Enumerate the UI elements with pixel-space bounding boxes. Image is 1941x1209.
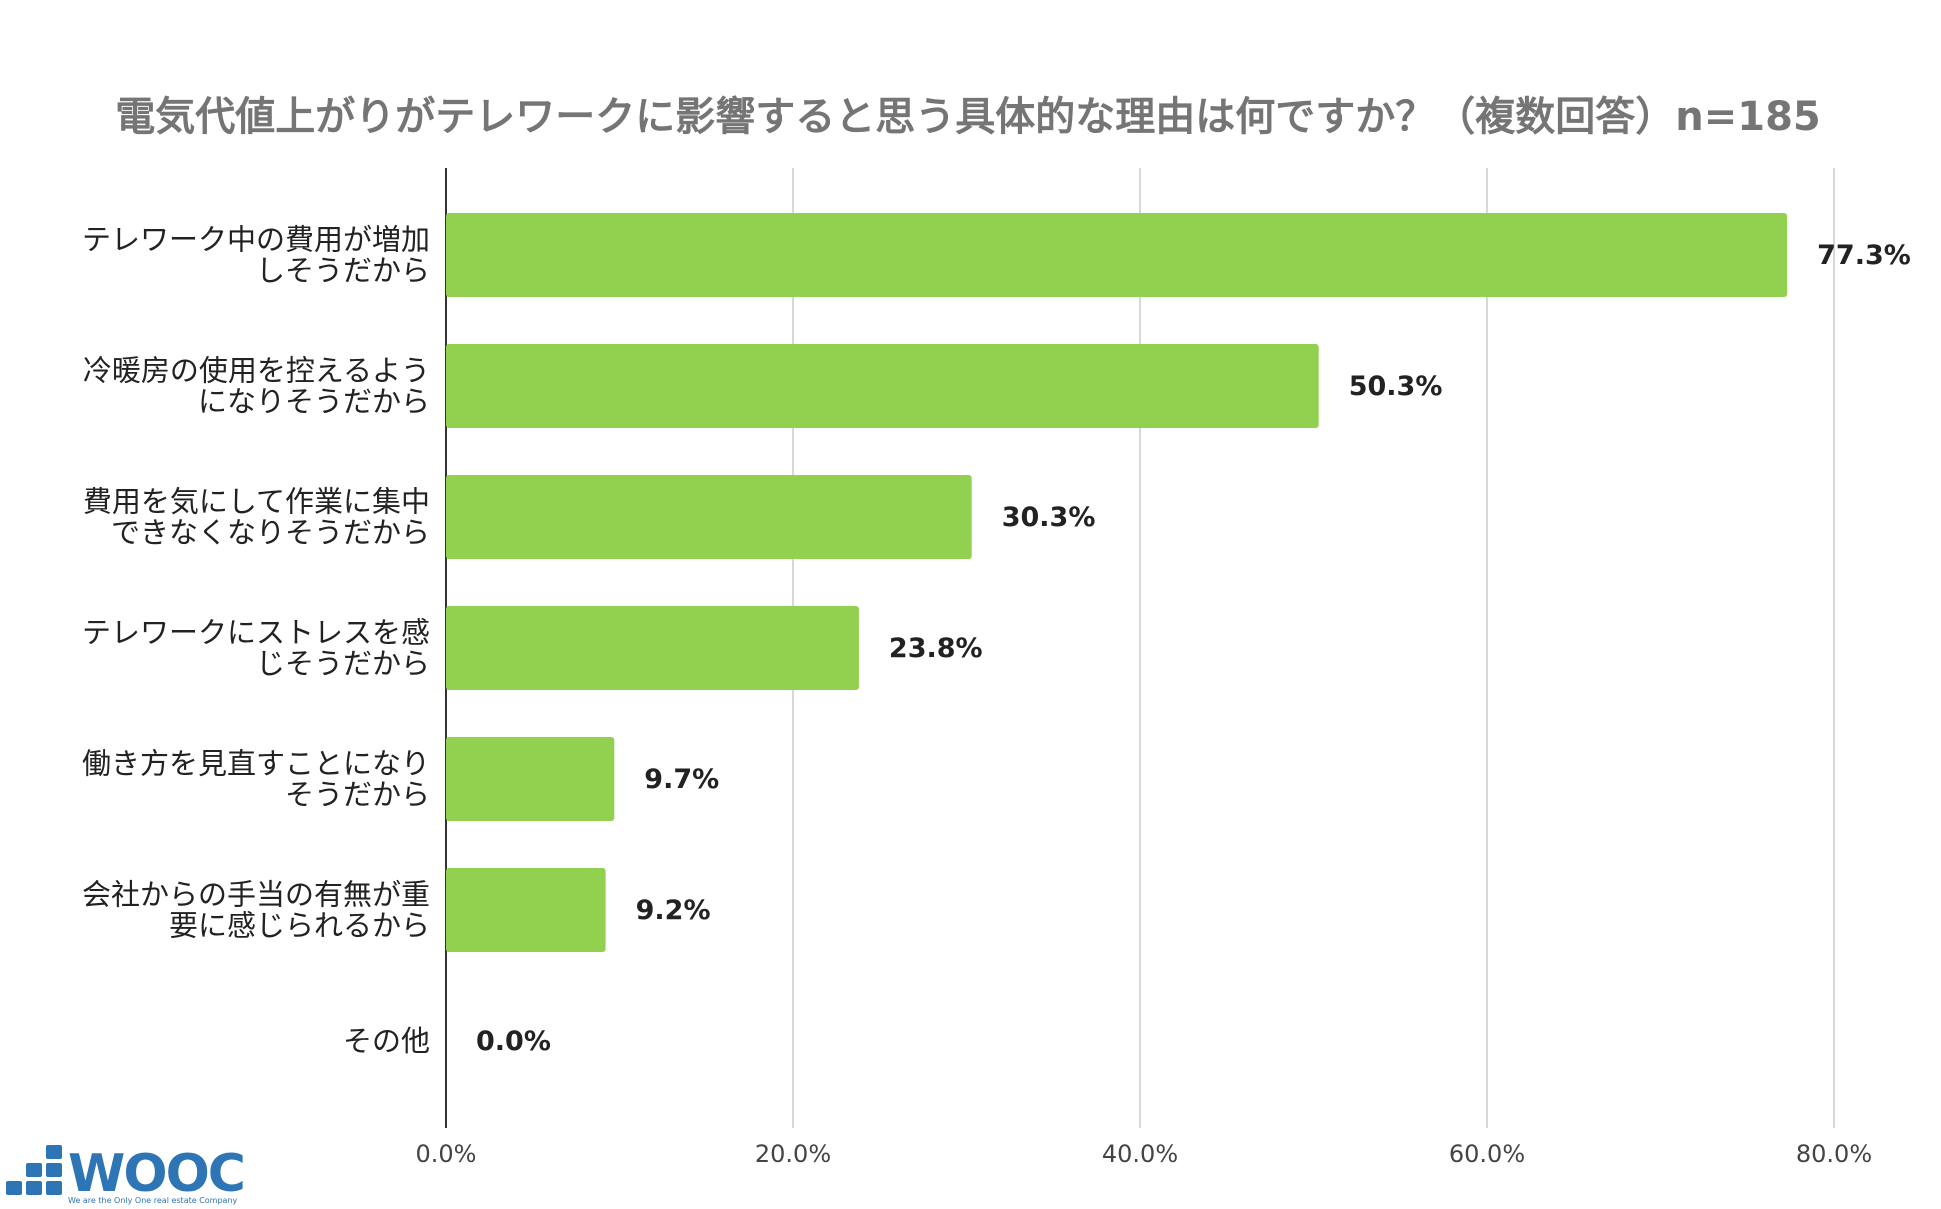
bar (446, 475, 972, 559)
category-label: そうだから (285, 778, 430, 812)
bars (446, 213, 1788, 952)
x-axis-ticks: 0.0% 20.0% 40.0% 60.0% 80.0% (416, 1140, 1873, 1168)
x-tick-label: 20.0% (755, 1140, 831, 1168)
logo-wordmark: WOOC (68, 1144, 244, 1204)
chart-title: 電気代値上がりがテレワークに影響すると思う具体的な理由は何ですか？（複数回答）n… (115, 94, 1821, 140)
category-label: テレワーク中の費用が増加 (82, 223, 430, 257)
value-label: 9.7% (644, 764, 719, 795)
value-label: 50.3% (1349, 371, 1443, 402)
value-label: 30.3% (1002, 502, 1096, 533)
x-tick-label: 40.0% (1102, 1140, 1178, 1168)
category-label: になりそうだから (198, 385, 430, 419)
category-labels: テレワーク中の費用が増加しそうだから冷暖房の使用を控えるようになりそうだから費用… (82, 223, 430, 1059)
category-label: じそうだから (256, 647, 430, 681)
bar (446, 868, 606, 952)
wooc-logo: WOOC We are the Only One real estate Com… (6, 1144, 246, 1205)
category-label: 費用を気にして作業に集中 (83, 485, 430, 519)
bar (446, 213, 1788, 297)
x-tick-label: 0.0% (416, 1140, 477, 1168)
logo-tagline: We are the Only One real estate Company (68, 1196, 238, 1205)
value-label: 0.0% (476, 1026, 551, 1057)
category-label: できなくなりそうだから (111, 516, 430, 550)
category-label: その他 (343, 1024, 430, 1058)
bar (446, 344, 1319, 428)
logo-blocks-icon (6, 1145, 62, 1195)
x-tick-label: 80.0% (1796, 1140, 1872, 1168)
category-label: 要に感じられるから (169, 909, 430, 943)
bar (446, 606, 859, 690)
x-tick-label: 60.0% (1449, 1140, 1525, 1168)
category-label: 働き方を見直すことになり (82, 747, 430, 781)
value-label: 77.3% (1817, 240, 1911, 271)
category-label: テレワークにストレスを感 (82, 616, 430, 650)
bar (446, 737, 615, 821)
category-label: しそうだから (256, 254, 430, 288)
category-label: 冷暖房の使用を控えるよう (83, 354, 430, 388)
value-label: 23.8% (889, 633, 983, 664)
value-label: 9.2% (636, 895, 711, 926)
value-labels: 77.3% 50.3% 30.3% 23.8% 9.7% 9.2% 0.0% (476, 240, 1911, 1057)
category-label: 会社からの手当の有無が重 (82, 878, 430, 912)
